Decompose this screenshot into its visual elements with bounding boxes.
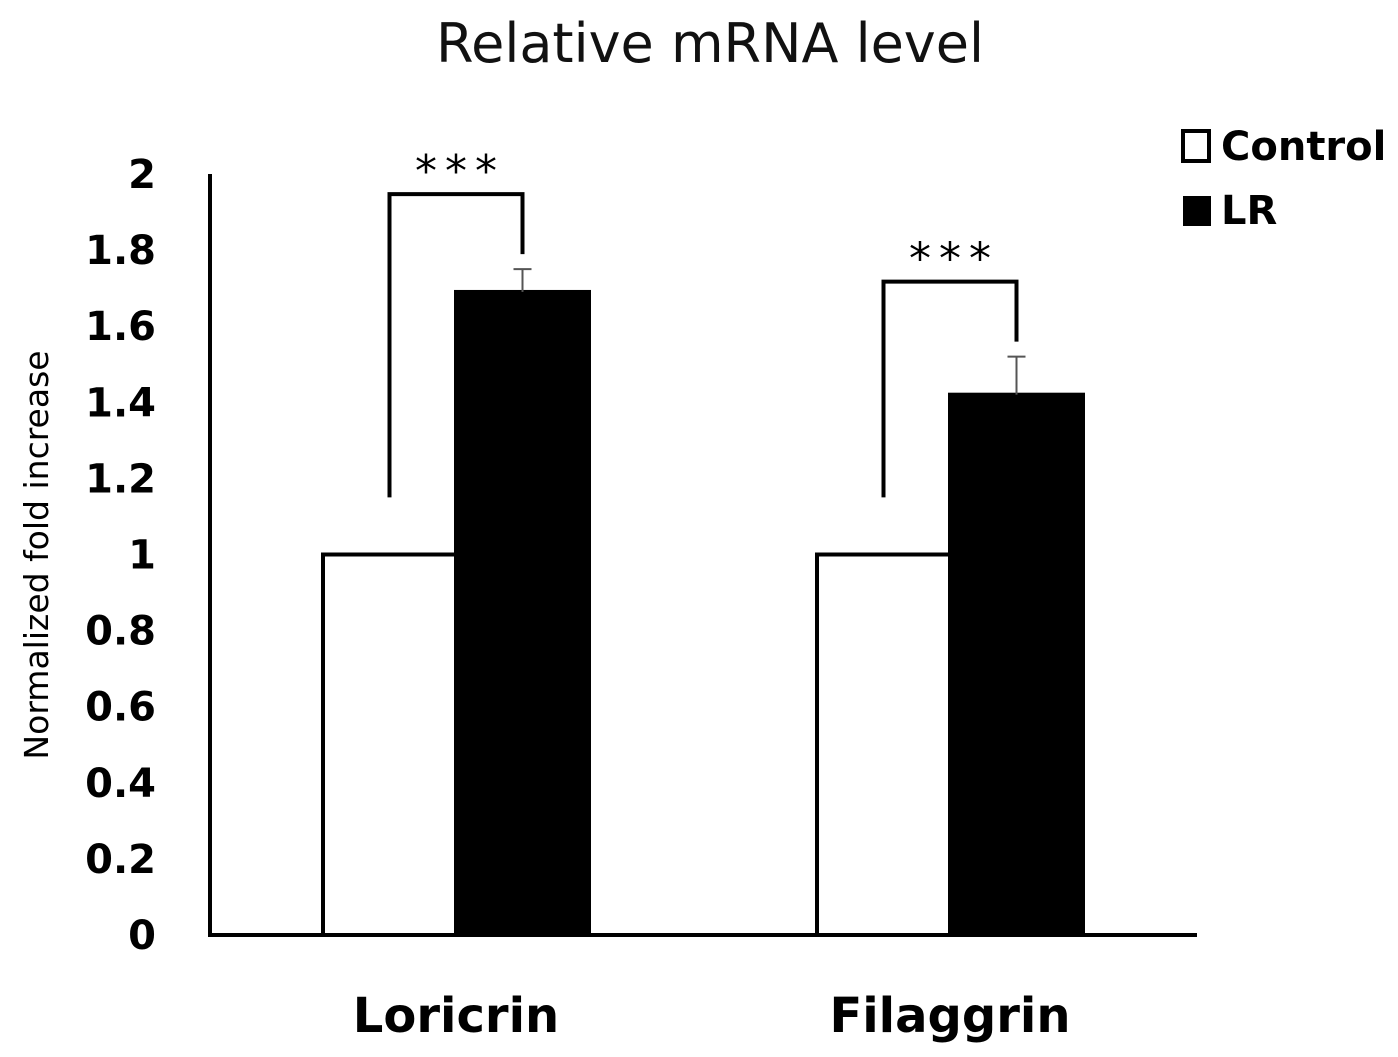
x-tick-label: Loricrin (353, 988, 559, 1044)
significance-label-loricrin: *** (415, 146, 505, 197)
y-tick-label: 1.2 (85, 456, 156, 502)
legend-label-control: Control (1221, 124, 1386, 170)
y-tick-label: 0.6 (85, 685, 156, 731)
significance-brackets: *** *** (387, 146, 1019, 498)
bar-lr-filaggrin (948, 392, 1085, 937)
legend-swatch-lr (1183, 196, 1211, 226)
significance-bracket-loricrin (387, 192, 525, 498)
y-tick-labels: 0 0.2 0.4 0.6 0.8 1 1.2 1.4 1.6 1.8 2 (85, 152, 156, 959)
y-tick-label: 1 (128, 533, 156, 579)
y-tick-label: 1.6 (85, 304, 156, 350)
y-tick-label: 2 (128, 152, 156, 198)
bars (321, 289, 1085, 937)
y-tick-label: 1.8 (85, 228, 156, 274)
significance-bracket-filaggrin (881, 279, 1019, 498)
chart-title: Relative mRNA level (436, 12, 984, 75)
legend-swatch-control (1181, 129, 1211, 163)
significance-label-filaggrin: *** (909, 234, 999, 285)
bar-lr-loricrin (454, 289, 591, 937)
y-tick-label: 1.4 (85, 380, 156, 426)
y-tick-label: 0 (128, 913, 156, 959)
y-tick-label: 0.2 (85, 837, 156, 883)
y-axis-label: Normalized fold increase (17, 350, 56, 759)
legend: Control LR (1181, 124, 1386, 234)
x-tick-labels: Loricrin Filaggrin (353, 988, 1071, 1044)
bar-control-loricrin (321, 552, 458, 937)
legend-label-lr: LR (1221, 188, 1277, 234)
error-bars (513, 268, 1026, 395)
y-tick-label: 0.8 (85, 609, 156, 655)
x-tick-label: Filaggrin (829, 988, 1070, 1044)
y-tick-label: 0.4 (85, 761, 156, 807)
bar-control-filaggrin (815, 552, 952, 937)
